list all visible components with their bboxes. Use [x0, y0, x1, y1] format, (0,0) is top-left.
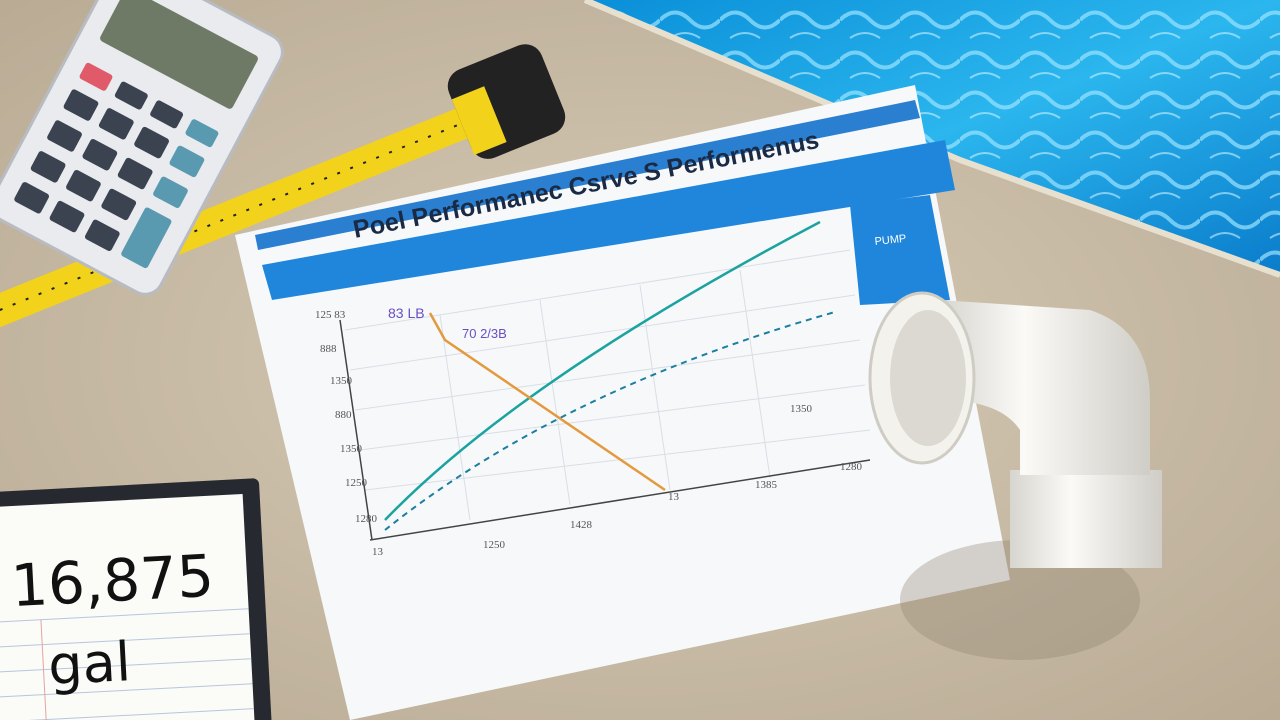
shape — [47, 120, 82, 152]
pipe-shadow — [900, 540, 1140, 660]
shape — [121, 207, 172, 269]
shape — [0, 658, 252, 673]
shape — [539, 299, 571, 506]
y-label: 1350 — [330, 375, 353, 387]
legend-label: 70 2/3B — [462, 326, 507, 341]
y-label: 888 — [320, 343, 337, 355]
shape — [349, 294, 856, 371]
side-box — [850, 195, 950, 305]
notepad-page — [0, 493, 256, 720]
shape — [359, 384, 866, 451]
shape — [82, 139, 118, 171]
shape — [101, 188, 137, 221]
shape — [354, 339, 861, 411]
shape — [98, 108, 134, 140]
shape — [639, 284, 671, 491]
x-axis — [369, 459, 871, 541]
legend-label: 83 LB — [388, 305, 425, 321]
calculator-keys — [14, 62, 219, 269]
paper-top-rule — [255, 100, 920, 250]
shape — [40, 619, 48, 720]
chart-grid — [344, 249, 871, 521]
shape — [364, 429, 871, 491]
y-label: 125 83 — [315, 309, 346, 321]
pool-ripples — [585, 0, 1280, 275]
shape — [63, 89, 99, 121]
shape — [49, 200, 85, 233]
x-labels: 1250 1428 13 1385 1280 — [483, 461, 863, 551]
curve-2 — [384, 311, 836, 531]
pipe-collar — [1010, 470, 1162, 568]
y-label: 1250 — [345, 477, 368, 489]
pipe-elbow — [940, 300, 1150, 475]
shape — [30, 151, 66, 183]
shape — [150, 100, 184, 129]
calculator — [0, 0, 284, 296]
shape — [79, 62, 113, 91]
shape — [66, 169, 101, 202]
notepad-number: 16,875 — [9, 542, 215, 621]
x-label: 1250 — [483, 539, 506, 551]
shape — [0, 633, 250, 648]
shape — [153, 176, 188, 208]
shape — [114, 81, 148, 110]
notepad-unit: gal — [47, 630, 133, 697]
curve-3 — [428, 312, 666, 492]
curve-1 — [384, 220, 821, 521]
tape-case-band — [451, 86, 507, 156]
y-label: 1350 — [340, 443, 363, 455]
shape — [739, 269, 771, 479]
tape-ticks — [0, 115, 481, 327]
x-label: 1280 — [840, 461, 863, 473]
notepad-lines — [0, 608, 254, 720]
shape — [0, 608, 249, 623]
y-label: 880 — [335, 409, 352, 421]
pool-edge — [583, 0, 1280, 278]
calculator-display — [100, 0, 258, 109]
x-label: 1385 — [755, 479, 778, 491]
shape — [185, 119, 219, 148]
y-label: 1280 — [355, 513, 378, 525]
shape — [344, 249, 851, 331]
notepad: 16,875 gal — [0, 478, 273, 720]
tape-measure — [0, 44, 566, 341]
shape — [134, 126, 169, 159]
pipe-inside — [890, 310, 966, 446]
side-box-label: PUMP — [874, 233, 907, 248]
header-band — [262, 140, 955, 300]
shape — [14, 182, 50, 214]
right-label: 1350 — [790, 403, 813, 415]
shape — [169, 145, 205, 178]
shape — [117, 157, 153, 190]
shape — [0, 683, 253, 698]
shape — [439, 314, 471, 521]
shape — [84, 219, 120, 252]
x-label: 13 — [668, 491, 680, 503]
y-axis — [339, 319, 373, 541]
x-label: 1428 — [570, 519, 593, 531]
y-labels: 125 83 888 1350 880 1350 1250 1280 13 — [315, 309, 384, 558]
y-label: 13 — [372, 546, 384, 558]
